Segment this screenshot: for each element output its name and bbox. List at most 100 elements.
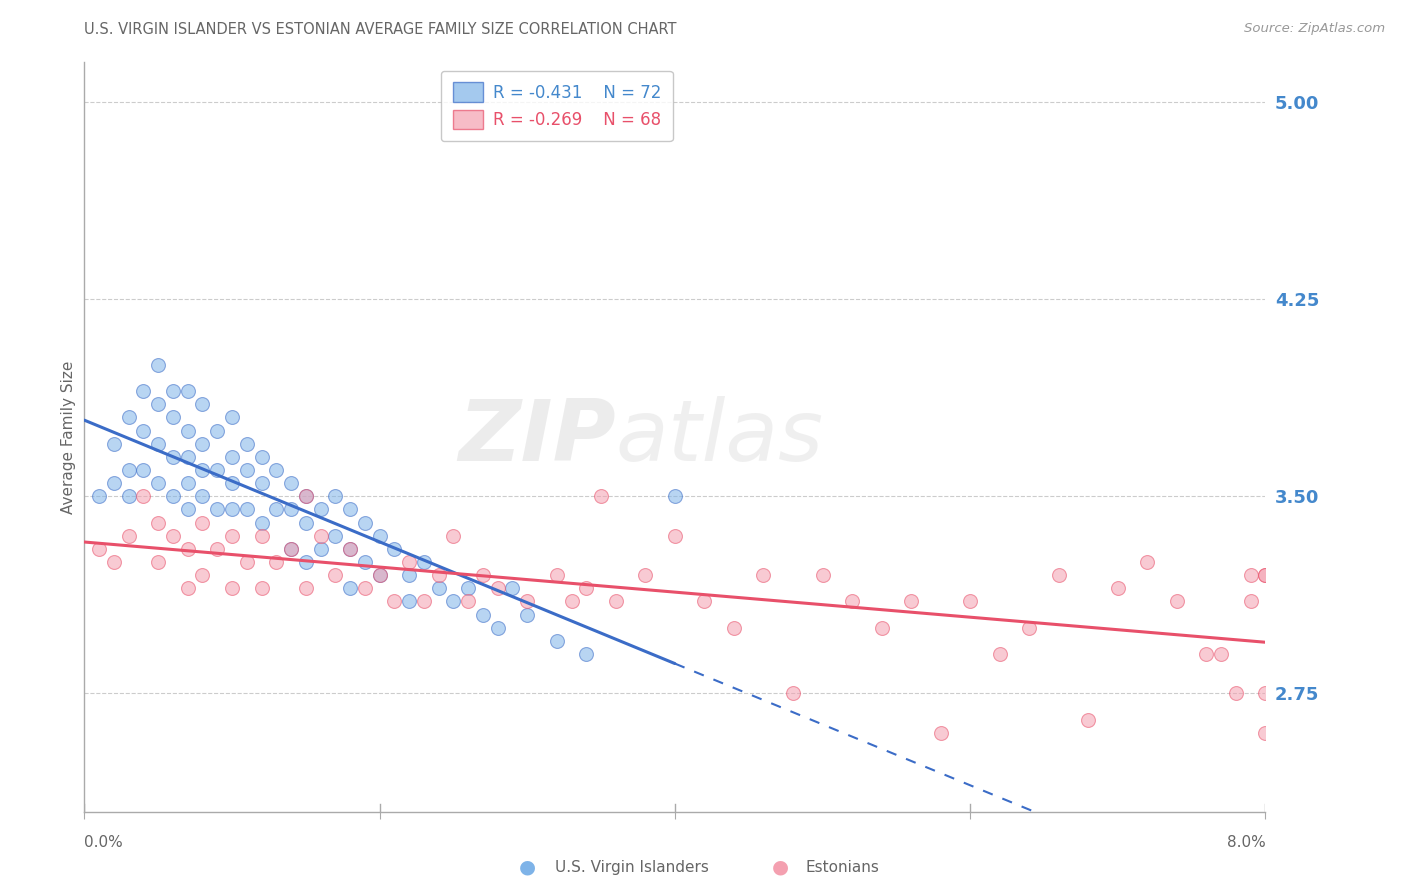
Point (339, 502, 361, 516)
Point (132, 489, 155, 503)
Point (413, 594, 436, 608)
Point (103, 555, 125, 569)
Point (162, 450, 184, 464)
Point (295, 581, 318, 595)
Point (191, 489, 214, 503)
Point (295, 489, 318, 503)
Point (148, 358, 170, 372)
Point (486, 621, 509, 635)
Point (1166, 594, 1188, 608)
Point (250, 450, 273, 464)
Point (546, 633, 568, 648)
Point (177, 384, 200, 398)
Point (1018, 621, 1040, 635)
Point (280, 541, 302, 556)
Point (368, 568, 391, 582)
Point (177, 502, 200, 516)
Point (1047, 568, 1070, 582)
Point (516, 607, 538, 622)
Point (191, 463, 214, 477)
Point (339, 581, 361, 595)
Point (1136, 555, 1159, 569)
Point (502, 581, 524, 595)
Point (221, 410, 243, 425)
Point (1254, 726, 1277, 740)
Point (575, 581, 598, 595)
Point (221, 529, 243, 543)
Point (264, 555, 288, 569)
Point (1077, 713, 1099, 727)
Point (221, 502, 243, 516)
Point (191, 516, 214, 530)
Point (221, 450, 243, 464)
Text: U.S. VIRGIN ISLANDER VS ESTONIAN AVERAGE FAMILY SIZE CORRELATION CHART: U.S. VIRGIN ISLANDER VS ESTONIAN AVERAGE… (84, 22, 676, 37)
Text: Estonians: Estonians (806, 860, 880, 874)
Point (1209, 647, 1232, 661)
Point (368, 529, 391, 543)
Point (664, 529, 686, 543)
Text: U.S. Virgin Islanders: U.S. Virgin Islanders (555, 860, 709, 874)
Point (1240, 594, 1263, 608)
Point (148, 555, 170, 569)
Point (280, 541, 302, 556)
Point (382, 594, 406, 608)
Point (103, 476, 125, 491)
Point (339, 541, 361, 556)
Point (162, 489, 184, 503)
Point (664, 489, 686, 503)
Point (457, 581, 479, 595)
Point (205, 463, 228, 477)
Point (723, 621, 745, 635)
Point (1254, 568, 1277, 582)
Point (205, 502, 228, 516)
Point (295, 516, 318, 530)
Point (427, 581, 450, 595)
Point (177, 476, 200, 491)
Point (264, 463, 288, 477)
Point (516, 594, 538, 608)
Point (1254, 568, 1277, 582)
Point (250, 529, 273, 543)
Point (236, 436, 259, 450)
Point (250, 476, 273, 491)
Point (870, 621, 893, 635)
Point (1225, 686, 1247, 700)
Point (900, 594, 922, 608)
Point (443, 594, 465, 608)
Point (988, 647, 1011, 661)
Point (575, 647, 598, 661)
Point (382, 541, 406, 556)
Point (148, 436, 170, 450)
Point (782, 686, 804, 700)
Point (205, 541, 228, 556)
Point (323, 489, 347, 503)
Point (132, 384, 155, 398)
Point (457, 594, 479, 608)
Legend: R = -0.431    N = 72, R = -0.269    N = 68: R = -0.431 N = 72, R = -0.269 N = 68 (441, 70, 672, 141)
Point (89, 489, 111, 503)
Point (309, 541, 332, 556)
Point (339, 541, 361, 556)
Point (162, 529, 184, 543)
Point (280, 476, 302, 491)
Point (236, 463, 259, 477)
Point (118, 489, 141, 503)
Point (634, 568, 657, 582)
Point (591, 489, 613, 503)
Point (811, 568, 834, 582)
Point (295, 555, 318, 569)
Point (250, 581, 273, 595)
Point (413, 555, 436, 569)
Point (148, 397, 170, 411)
Point (132, 463, 155, 477)
Point (323, 568, 347, 582)
Point (177, 424, 200, 438)
Point (236, 502, 259, 516)
Point (693, 594, 716, 608)
Point (118, 463, 141, 477)
Point (752, 568, 775, 582)
Point (191, 568, 214, 582)
Point (177, 541, 200, 556)
Point (472, 568, 495, 582)
Point (118, 410, 141, 425)
